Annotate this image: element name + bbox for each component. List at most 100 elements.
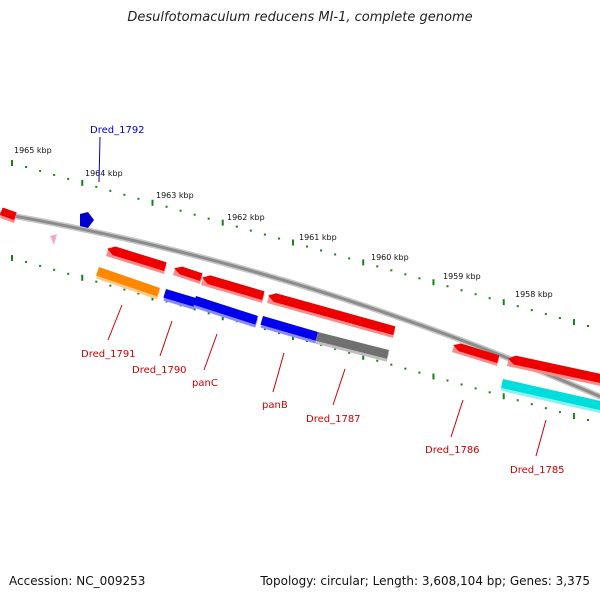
tick-label: 1959 kbp <box>443 272 481 281</box>
tick-mark-lower <box>25 260 28 263</box>
gene-block[interactable] <box>0 207 17 223</box>
gene-track <box>0 207 600 414</box>
gene-block-dred-1785[interactable] <box>501 379 600 414</box>
tick-mark-upper <box>362 259 365 266</box>
gene-block[interactable] <box>452 343 500 366</box>
tick-mark-lower <box>587 419 589 421</box>
tick-mark-upper <box>67 177 70 180</box>
tick-mark-lower <box>207 312 210 315</box>
tick-mark-upper <box>123 193 126 196</box>
label-leader-line <box>203 333 218 371</box>
tick-mark-upper <box>81 179 84 186</box>
tick-mark-upper <box>460 289 463 292</box>
tick-mark-lower <box>11 255 13 261</box>
gene-label: Dred_1786 <box>425 445 480 456</box>
tick-mark-lower <box>39 264 42 267</box>
tick-mark-upper <box>348 257 351 260</box>
tick-mark-lower <box>334 347 337 350</box>
gene-block-dred-1791[interactable] <box>96 267 160 300</box>
label-leader-line <box>535 419 547 457</box>
tick-mark-upper <box>53 173 56 176</box>
tick-mark-lower <box>376 359 379 362</box>
accession-text: Accession: NC_009253 <box>9 574 146 588</box>
gene-label: panB <box>262 400 288 411</box>
gene-block[interactable] <box>201 275 265 303</box>
tick-mark-upper <box>488 297 491 300</box>
tick-label: 1962 kbp <box>227 213 265 222</box>
tick-mark-upper <box>165 205 168 208</box>
gene-block[interactable] <box>507 355 600 387</box>
tick-mark-upper <box>109 189 112 192</box>
tick-mark-lower <box>488 391 491 394</box>
tick-mark-upper <box>334 253 337 256</box>
tick-mark-lower <box>277 332 280 335</box>
tick-mark-lower <box>390 363 393 366</box>
tick-label: 1963 kbp <box>156 191 194 200</box>
tick-mark-upper <box>418 277 421 280</box>
tick-mark-upper <box>137 197 140 200</box>
gene-block[interactable] <box>267 293 396 338</box>
tick-mark-upper <box>277 237 280 240</box>
tick-label: 1964 kbp <box>85 169 123 178</box>
tick-mark-upper <box>291 239 294 246</box>
tick-mark-upper <box>11 160 13 166</box>
genome-summary-text: Topology: circular; Length: 3,608,104 bp… <box>260 574 590 588</box>
tick-mark-lower <box>530 403 533 406</box>
label-leader-line <box>332 368 346 406</box>
tick-mark-upper <box>25 165 28 168</box>
gene-block[interactable] <box>173 266 203 284</box>
tick-mark-upper <box>516 305 519 308</box>
tick-mark-lower <box>123 288 126 291</box>
gene-block-panc[interactable] <box>193 296 258 328</box>
tick-mark-upper <box>263 233 266 236</box>
tick-mark-lower <box>432 373 435 380</box>
tick-mark-lower <box>109 284 112 287</box>
tick-mark-upper <box>474 293 477 296</box>
genome-backbone <box>0 210 600 400</box>
gene-label: Dred_1792 <box>90 125 145 136</box>
tick-mark-lower <box>67 272 70 275</box>
tick-mark-lower <box>404 367 407 370</box>
tick-mark-lower <box>221 314 224 321</box>
tick-mark-upper <box>587 325 589 327</box>
label-leader-line <box>272 352 285 393</box>
tick-mark-upper <box>572 319 575 326</box>
gene-label: Dred_1787 <box>306 414 361 425</box>
gene-label: Dred_1785 <box>510 465 565 476</box>
tick-mark-lower <box>53 268 56 271</box>
pink-marker <box>50 234 57 245</box>
tick-label: 1961 kbp <box>299 233 337 242</box>
tick-mark-upper <box>530 309 533 312</box>
tick-mark-upper <box>39 169 42 172</box>
gene-block-dred-1790[interactable] <box>163 289 196 310</box>
tick-mark-upper <box>544 313 547 316</box>
label-leader-line <box>159 320 173 357</box>
gene-block-dred-1792[interactable] <box>80 212 94 228</box>
tick-mark-upper <box>404 273 407 276</box>
tick-mark-upper <box>179 209 182 212</box>
tick-mark-upper <box>193 213 196 216</box>
tick-mark-upper <box>390 269 393 272</box>
tick-mark-lower <box>572 413 575 420</box>
gene-block[interactable] <box>106 246 167 274</box>
tick-mark-upper <box>376 265 379 268</box>
tick-mark-lower <box>502 393 505 400</box>
tick-label: 1958 kbp <box>515 290 553 299</box>
label-leader-line <box>107 304 123 341</box>
gene-block-panb[interactable] <box>260 316 318 344</box>
gene-label: panC <box>192 378 218 389</box>
gene-block-dred-1787[interactable] <box>315 332 389 362</box>
tick-mark-lower <box>348 351 351 354</box>
tick-mark-lower <box>544 407 547 410</box>
tick-mark-lower <box>460 383 463 386</box>
tick-mark-upper <box>558 317 561 320</box>
tick-mark-upper <box>306 245 309 248</box>
tick-mark-lower <box>516 399 519 402</box>
label-leader-line <box>450 399 464 438</box>
genome-title: Desulfotomaculum reducens MI-1, complete… <box>127 10 473 25</box>
tick-mark-lower <box>418 371 421 374</box>
tick-mark-upper <box>235 225 238 228</box>
tick-mark-upper <box>432 279 435 286</box>
tick-mark-lower <box>558 411 561 414</box>
